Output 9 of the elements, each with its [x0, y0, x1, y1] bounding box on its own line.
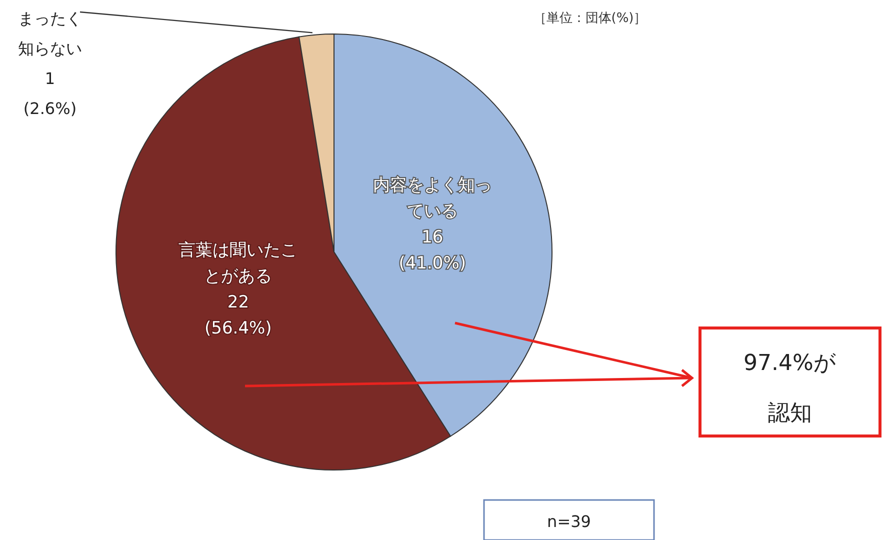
slice-label: 内容をよく知っている: [372, 175, 492, 222]
text: ［単位：団体(%)］: [533, 11, 647, 26]
data-label: 22 (56.4%): [204, 292, 272, 338]
slice-label: まったく知らない: [18, 9, 82, 58]
slice-label: 言葉は聞いたことがある: [178, 240, 298, 286]
text: 97.4%が認知: [744, 351, 836, 426]
data-label: 1 (2.6%): [23, 69, 77, 118]
data-label: 16 (41.0%): [398, 227, 466, 274]
text: n=39: [547, 512, 591, 531]
